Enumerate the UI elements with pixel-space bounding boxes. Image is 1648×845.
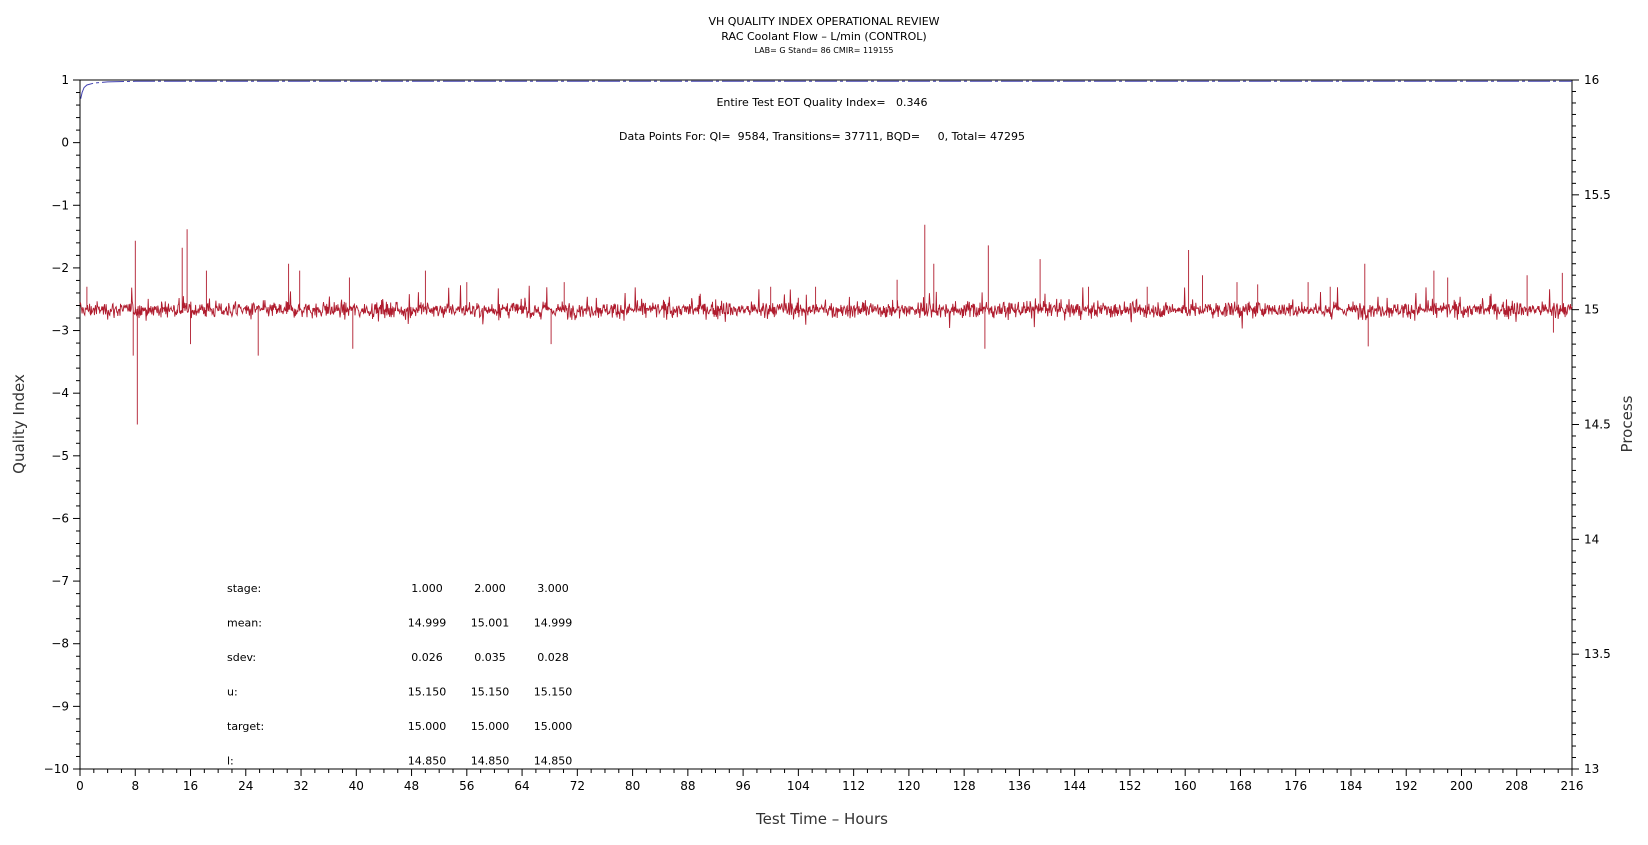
x-tick-label: 176: [1284, 779, 1307, 793]
x-tick-label: 200: [1450, 779, 1473, 793]
stats-row-label: target:: [227, 720, 264, 733]
stats-row-label: l:: [227, 755, 234, 768]
x-tick-label: 136: [1008, 779, 1031, 793]
stats-table: stage: 1.000 2.000 3.000 mean: 14.999 15.001 14…: [227, 582, 572, 768]
chart-subtitle: RAC Coolant Flow – L/min (CONTROL): [721, 30, 926, 43]
stats-cell: 14.850: [471, 755, 510, 768]
stats-cell: 14.999: [534, 617, 573, 630]
x-tick-label: 120: [897, 779, 920, 793]
x-tick-label: 208: [1505, 779, 1528, 793]
process-series: [79, 224, 1573, 425]
x-tick-label: 88: [680, 779, 695, 793]
x-tick-label: 104: [787, 779, 810, 793]
right-tick-label: 16: [1584, 73, 1599, 87]
left-tick-label: −2: [51, 261, 69, 275]
quality-index-line: [80, 80, 1572, 99]
left-tick-label: −3: [51, 324, 69, 338]
stats-cell: 14.999: [408, 617, 447, 630]
quality-index-series: [80, 80, 1572, 99]
x-tick-label: 168: [1229, 779, 1252, 793]
chart-subtitle-lab: LAB= G Stand= 86 CMIR= 119155: [754, 46, 893, 55]
stats-cell: 0.035: [474, 651, 506, 664]
process-line: [79, 224, 1573, 425]
stats-cell: 15.001: [471, 617, 510, 630]
x-tick-label: 16: [183, 779, 198, 793]
left-tick-label: −6: [51, 511, 69, 525]
stats-cell: 15.150: [408, 686, 447, 699]
stats-row-label: mean:: [227, 617, 262, 630]
stats-cell: 3.000: [537, 582, 569, 595]
stats-cell: 0.026: [411, 651, 443, 664]
right-tick-label: 13.5: [1584, 647, 1611, 661]
x-tick-label: 56: [459, 779, 474, 793]
stats-cell: 0.028: [537, 651, 569, 664]
right-tick-label: 14.5: [1584, 418, 1611, 432]
x-tick-label: 80: [625, 779, 640, 793]
left-tick-label: −7: [51, 574, 69, 588]
x-tick-label: 8: [131, 779, 139, 793]
x-tick-label: 40: [349, 779, 364, 793]
stats-row-label: u:: [227, 686, 238, 699]
right-tick-label: 15: [1584, 303, 1599, 317]
left-tick-label: 1: [61, 73, 69, 87]
right-axis: 16 15.5 15 14.5 14 13.5 13: [1572, 73, 1611, 776]
x-tick-label: 96: [735, 779, 750, 793]
left-axis: 1 0 −1 −2 −3 −4 −5 −6 −7 −8 −9 −10: [44, 73, 80, 776]
stats-cell: 14.850: [534, 755, 573, 768]
x-tick-label: 24: [238, 779, 253, 793]
stats-cell: 15.000: [534, 720, 573, 733]
x-axis: 0 8 16 24 32 40 48 56 64 72 80 88 96 104 112 120 128 136 1…: [76, 769, 1583, 793]
left-tick-label: −1: [51, 198, 69, 212]
x-tick-label: 32: [293, 779, 308, 793]
data-points-annotation: Data Points For: QI= 9584, Transitions= …: [619, 130, 1025, 143]
left-tick-label: −10: [44, 762, 69, 776]
x-tick-label: 184: [1340, 779, 1363, 793]
eot-quality-index-annotation: Entire Test EOT Quality Index= 0.346: [716, 96, 927, 109]
x-tick-label: 48: [404, 779, 419, 793]
chart-title: VH QUALITY INDEX OPERATIONAL REVIEW: [708, 15, 939, 28]
stats-cell: 2.000: [474, 582, 506, 595]
x-tick-label: 128: [953, 779, 976, 793]
stats-cell: 14.850: [408, 755, 447, 768]
stats-cell: 15.000: [408, 720, 447, 733]
stats-row-label: sdev:: [227, 651, 256, 664]
left-tick-label: −8: [51, 637, 69, 651]
right-tick-label: 15.5: [1584, 188, 1611, 202]
stats-cell: 1.000: [411, 582, 443, 595]
x-tick-label: 64: [514, 779, 529, 793]
x-tick-label: 192: [1395, 779, 1418, 793]
stats-cell: 15.000: [471, 720, 510, 733]
x-tick-label: 72: [570, 779, 585, 793]
left-tick-label: −5: [51, 449, 69, 463]
left-tick-label: −9: [51, 699, 69, 713]
x-tick-label: 216: [1561, 779, 1584, 793]
stats-row-label: stage:: [227, 582, 261, 595]
plot-frame: [79, 79, 1573, 770]
y-axis-left-label: Quality Index: [10, 374, 28, 474]
y-axis-right-label: Process: [1618, 395, 1636, 452]
x-tick-label: 160: [1174, 779, 1197, 793]
right-tick-label: 14: [1584, 532, 1599, 546]
left-tick-label: 0: [61, 136, 69, 150]
x-tick-label: 0: [76, 779, 84, 793]
right-tick-label: 13: [1584, 762, 1599, 776]
x-axis-label: Test Time – Hours: [755, 810, 888, 828]
x-tick-label: 112: [842, 779, 865, 793]
left-tick-label: −4: [51, 386, 69, 400]
stats-cell: 15.150: [471, 686, 510, 699]
stats-cell: 15.150: [534, 686, 573, 699]
x-tick-label: 152: [1118, 779, 1141, 793]
x-tick-label: 144: [1063, 779, 1086, 793]
